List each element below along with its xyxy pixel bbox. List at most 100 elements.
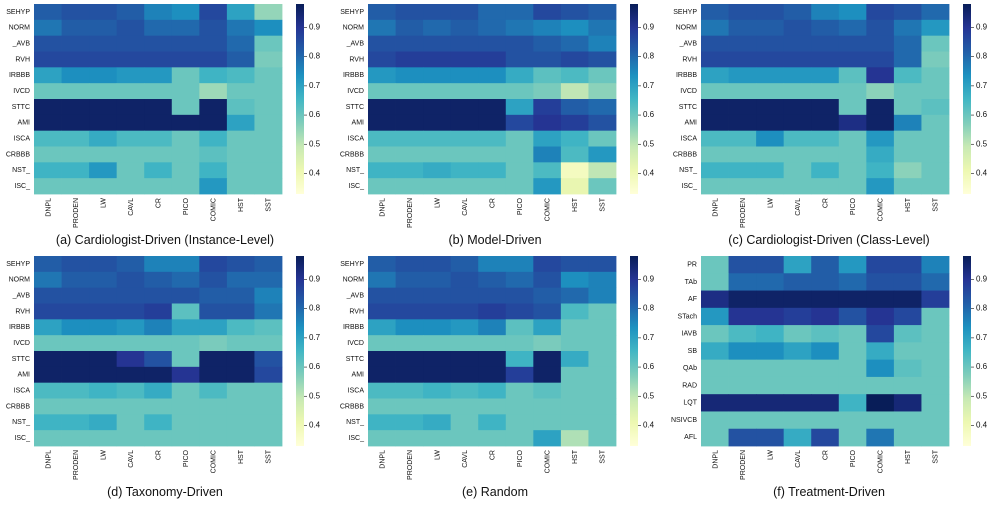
heatmap-cell: [921, 35, 950, 52]
heatmap-cell: [756, 256, 785, 274]
heatmap-cell: [728, 359, 757, 378]
heatmap-cell: [921, 146, 950, 163]
heatmap-cell: [171, 382, 200, 399]
colorbar-tick-label: 0.5: [976, 391, 988, 400]
heatmap-cell: [144, 67, 173, 84]
x-tick-label: DNPL: [45, 450, 52, 469]
heatmap-cell: [478, 99, 507, 116]
y-tick-label: IRBBB: [9, 72, 30, 79]
heatmap-cell: [89, 351, 118, 368]
heatmap-cell: [728, 273, 757, 291]
heatmap-cell: [728, 146, 757, 163]
colorbar-tick-label: 0.8: [309, 304, 321, 313]
heatmap-cell: [478, 51, 507, 68]
heatmap-cell: [423, 114, 452, 132]
heatmap-cell: [423, 4, 452, 21]
x-tick-label: CR: [156, 450, 163, 460]
heatmap-cell: [533, 51, 562, 68]
heatmap-cell: [811, 4, 840, 21]
y-tick-label: NORM: [676, 25, 698, 32]
heatmap-cell: [450, 4, 479, 21]
y-tick-label: CRBBB: [340, 151, 364, 158]
heatmap-cell: [701, 307, 729, 326]
heatmap-cell: [728, 4, 757, 21]
heatmap-cell: [838, 178, 867, 195]
heatmap-cell: [395, 351, 424, 368]
heatmap-cell: [423, 430, 452, 447]
heatmap-cell: [505, 35, 534, 52]
heatmap-cell: [588, 366, 617, 384]
heatmap-cell: [756, 51, 785, 68]
panel-e: SEHYP NORM _AVB RVH IRBBB IVCD STTC AMI ISCA CRBB…: [340, 256, 655, 499]
heatmap-cell: [756, 325, 785, 343]
heatmap-cell: [395, 114, 424, 132]
heatmap-cell: [701, 256, 729, 274]
heatmap-cell: [89, 19, 118, 37]
heatmap-cell: [478, 35, 507, 52]
heatmap-cell: [368, 287, 396, 304]
heatmap-cell: [478, 319, 507, 336]
heatmap-cell: [226, 398, 255, 415]
x-tick-label: COMIC: [211, 198, 218, 221]
heatmap-cell: [116, 351, 145, 368]
heatmap-cell: [811, 83, 840, 100]
x-tick-label: DNPL: [45, 198, 52, 217]
colorbar-tick-label: 0.6: [309, 110, 321, 119]
heatmap-cell: [533, 35, 562, 52]
heatmap-cell: [893, 394, 922, 412]
heatmap-cell: [783, 428, 812, 447]
heatmap-cell: [588, 414, 617, 431]
panel-caption: (d) Taxonomy-Driven: [107, 485, 223, 499]
heatmap-cell: [450, 19, 479, 37]
heatmap-cell: [199, 51, 228, 68]
heatmap-cell: [171, 178, 200, 195]
colorbar-tick-label: 0.6: [643, 110, 655, 119]
x-tick-label: CAVL: [128, 198, 135, 216]
heatmap-cell: [368, 67, 396, 84]
heatmap-cell: [533, 398, 562, 415]
heatmap-cell: [533, 366, 562, 384]
heatmap-cell: [783, 290, 812, 309]
heatmap-cell: [478, 83, 507, 100]
heatmap-cell: [560, 256, 589, 273]
heatmap-cell: [450, 83, 479, 100]
heatmap-cell: [423, 146, 452, 163]
heatmap-cell: [756, 394, 785, 412]
heatmap-cell: [701, 394, 729, 412]
heatmap-cell: [838, 114, 867, 132]
heatmap-cell: [560, 83, 589, 100]
heatmap-cell: [89, 382, 118, 399]
heatmap-cell: [395, 271, 424, 289]
heatmap-cell: [701, 162, 729, 179]
heatmap-cell: [254, 414, 283, 431]
heatmap-cell: [116, 130, 145, 147]
heatmap-cell: [368, 256, 396, 273]
heatmap-cell: [921, 359, 950, 378]
heatmap-cell: [588, 19, 617, 37]
colorbar-tick-label: 0.4: [309, 169, 321, 178]
colorbar-tick-label: 0.9: [976, 274, 988, 283]
y-tick-label: IVCD: [13, 88, 30, 95]
heatmap-cell: [728, 411, 757, 430]
y-tick-label: AFL: [684, 434, 697, 441]
heatmap-cell: [116, 19, 145, 37]
x-tick-label: PRODEN: [407, 450, 414, 480]
heatmap-cell: [368, 146, 396, 163]
y-tick-label: AMI: [685, 120, 698, 127]
heatmap-cell: [61, 319, 90, 336]
heatmap-cell: [921, 114, 950, 132]
heatmap-cell: [560, 19, 589, 37]
heatmap-cell: [533, 67, 562, 84]
heatmap-cell: [533, 114, 562, 132]
heatmap-cell: [61, 351, 90, 368]
x-tick-label: SST: [266, 449, 273, 463]
heatmap-cell: [254, 398, 283, 415]
heatmap-cell: [533, 335, 562, 352]
heatmap-cell: [423, 287, 452, 304]
colorbar-tick-label: 0.5: [309, 391, 321, 400]
heatmap-cell: [423, 351, 452, 368]
x-tick-label: PRODEN: [73, 450, 80, 480]
x-tick-label: DNPL: [712, 450, 719, 469]
heatmap-cell: [61, 19, 90, 37]
heatmap-cell: [588, 130, 617, 147]
